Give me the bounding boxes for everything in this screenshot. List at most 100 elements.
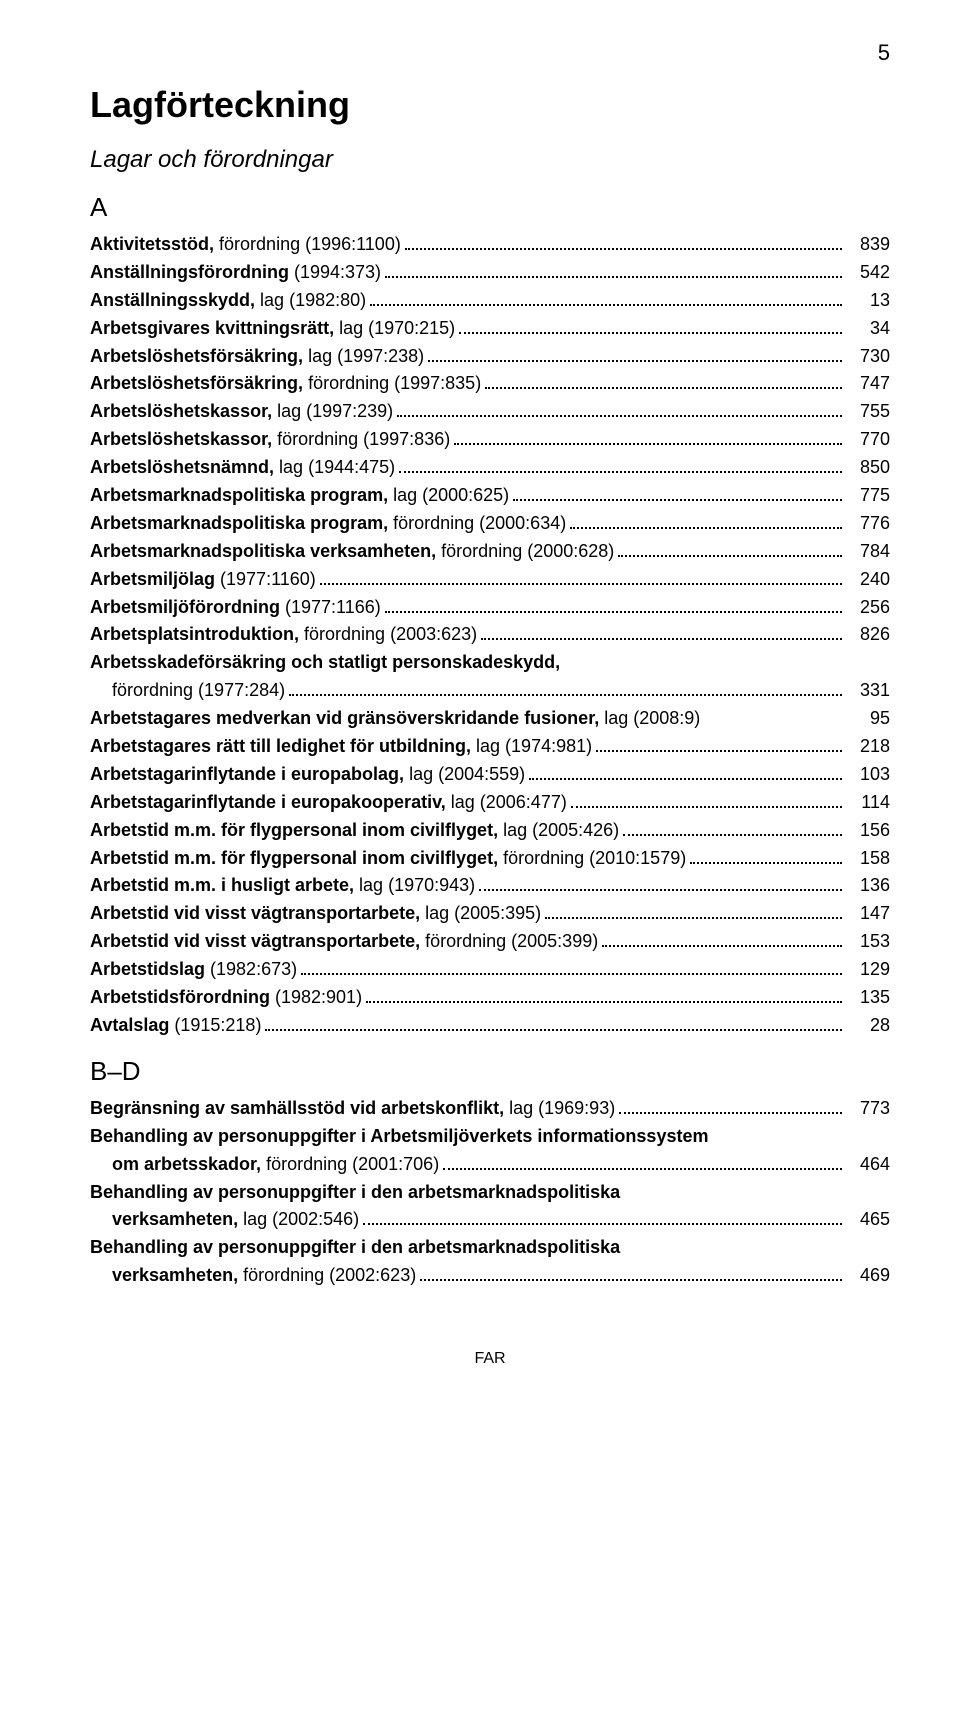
entry-page: 773 bbox=[846, 1095, 890, 1123]
entry-label: Arbetslöshetsnämnd, lag (1944:475) bbox=[90, 454, 395, 482]
entry-label: Arbetstagares medverkan vid gränsöverskr… bbox=[90, 705, 700, 733]
toc-entry: Arbetsmarknadspolitiska program, lag (20… bbox=[90, 482, 890, 510]
entry-page: 826 bbox=[846, 621, 890, 649]
leader-dots bbox=[428, 360, 842, 362]
entry-label: verksamheten, lag (2002:546) bbox=[112, 1206, 359, 1234]
entry-page: 465 bbox=[846, 1206, 890, 1234]
toc-entry: Behandling av personuppgifter i den arbe… bbox=[90, 1234, 890, 1262]
entry-page: 331 bbox=[846, 677, 890, 705]
entry-label: Begränsning av samhällsstöd vid arbetsko… bbox=[90, 1095, 615, 1123]
entry-page: 850 bbox=[846, 454, 890, 482]
entry-page: 28 bbox=[846, 1012, 890, 1040]
toc-entry: verksamheten, lag (2002:546) 465 bbox=[90, 1206, 890, 1234]
entry-label: Arbetsskadeförsäkring och statligt perso… bbox=[90, 649, 890, 677]
entry-label: Arbetsmarknadspolitiska verksamheten, fö… bbox=[90, 538, 614, 566]
entry-label: Arbetsgivares kvittningsrätt, lag (1970:… bbox=[90, 315, 455, 343]
toc-entry: Arbetstagares medverkan vid gränsöverskr… bbox=[90, 705, 890, 733]
page-number: 5 bbox=[90, 40, 890, 66]
entry-page: 542 bbox=[846, 259, 890, 287]
section-heading: A bbox=[90, 192, 890, 223]
toc-entry: Arbetsgivares kvittningsrätt, lag (1970:… bbox=[90, 315, 890, 343]
toc-entry: Arbetsmarknadspolitiska program, förordn… bbox=[90, 510, 890, 538]
leader-dots bbox=[619, 1112, 842, 1114]
toc-entry: Arbetsmiljölag (1977:1160)240 bbox=[90, 566, 890, 594]
entry-page: 95 bbox=[846, 705, 890, 733]
toc-entry: Behandling av personuppgifter i den arbe… bbox=[90, 1179, 890, 1207]
leader-dots bbox=[363, 1223, 842, 1225]
entry-label: om arbetsskador, förordning (2001:706) bbox=[112, 1151, 439, 1179]
entry-label: Arbetslöshetskassor, förordning (1997:83… bbox=[90, 426, 450, 454]
entry-page: 153 bbox=[846, 928, 890, 956]
leader-dots bbox=[481, 638, 842, 640]
toc-entry: Arbetslöshetskassor, förordning (1997:83… bbox=[90, 426, 890, 454]
entry-label: Arbetslöshetskassor, lag (1997:239) bbox=[90, 398, 393, 426]
toc-entry: Anställningsskydd, lag (1982:80)13 bbox=[90, 287, 890, 315]
leader-dots bbox=[399, 471, 842, 473]
leader-dots bbox=[320, 583, 842, 585]
footer-label: FAR bbox=[90, 1350, 890, 1368]
leader-dots bbox=[596, 750, 842, 752]
entry-label: Behandling av personuppgifter i den arbe… bbox=[90, 1234, 890, 1262]
toc-entry: Arbetslöshetsförsäkring, lag (1997:238)7… bbox=[90, 343, 890, 371]
toc-entry: Arbetstidslag (1982:673)129 bbox=[90, 956, 890, 984]
leader-dots bbox=[289, 694, 842, 696]
entry-page: 13 bbox=[846, 287, 890, 315]
toc-entry: Arbetslöshetsförsäkring, förordning (199… bbox=[90, 370, 890, 398]
entry-page: 34 bbox=[846, 315, 890, 343]
entry-label: Arbetstid m.m. för flygpersonal inom civ… bbox=[90, 845, 686, 873]
entry-label: Arbetstid vid visst vägtransportarbete, … bbox=[90, 928, 598, 956]
toc-entry: verksamheten, förordning (2002:623) 469 bbox=[90, 1262, 890, 1290]
entry-label: Arbetslöshetsförsäkring, lag (1997:238) bbox=[90, 343, 424, 371]
toc-entry: Arbetstagares rätt till ledighet för utb… bbox=[90, 733, 890, 761]
leader-dots bbox=[397, 415, 842, 417]
entry-label: förordning (1977:284) bbox=[112, 677, 285, 705]
leader-dots bbox=[529, 778, 842, 780]
entry-page: 135 bbox=[846, 984, 890, 1012]
entry-label: Arbetstid m.m. för flygpersonal inom civ… bbox=[90, 817, 619, 845]
entry-page: 469 bbox=[846, 1262, 890, 1290]
leader-dots bbox=[370, 304, 842, 306]
entry-page: 770 bbox=[846, 426, 890, 454]
entry-label: Arbetsmiljölag (1977:1160) bbox=[90, 566, 316, 594]
leader-dots bbox=[405, 248, 842, 250]
entry-label: Arbetsmarknadspolitiska program, förordn… bbox=[90, 510, 566, 538]
entry-page: 136 bbox=[846, 872, 890, 900]
toc-entry: Avtalslag (1915:218)28 bbox=[90, 1012, 890, 1040]
toc-entry: Behandling av personuppgifter i Arbetsmi… bbox=[90, 1123, 890, 1151]
leader-dots bbox=[454, 443, 842, 445]
toc-entry: Arbetstid vid visst vägtransportarbete, … bbox=[90, 928, 890, 956]
leader-dots bbox=[513, 499, 842, 501]
entry-label: Arbetslöshetsförsäkring, förordning (199… bbox=[90, 370, 481, 398]
leader-dots bbox=[443, 1168, 842, 1170]
entry-label: Anställningsförordning (1994:373) bbox=[90, 259, 381, 287]
entry-label: Arbetstid vid visst vägtransportarbete, … bbox=[90, 900, 541, 928]
entry-label: Arbetsmiljöförordning (1977:1166) bbox=[90, 594, 381, 622]
entry-page: 747 bbox=[846, 370, 890, 398]
entry-label: Arbetsmarknadspolitiska program, lag (20… bbox=[90, 482, 509, 510]
toc-entry: Arbetstidsförordning (1982:901)135 bbox=[90, 984, 890, 1012]
toc-entry: förordning (1977:284) 331 bbox=[90, 677, 890, 705]
leader-dots bbox=[385, 276, 842, 278]
entry-page: 114 bbox=[846, 789, 890, 817]
toc-entry: Arbetstid m.m. för flygpersonal inom civ… bbox=[90, 817, 890, 845]
entry-page: 256 bbox=[846, 594, 890, 622]
leader-dots bbox=[265, 1029, 842, 1031]
leader-dots bbox=[690, 862, 842, 864]
toc-entry: Arbetstagarinflytande i europakooperativ… bbox=[90, 789, 890, 817]
entry-page: 158 bbox=[846, 845, 890, 873]
entry-page: 129 bbox=[846, 956, 890, 984]
entry-page: 839 bbox=[846, 231, 890, 259]
leader-dots bbox=[385, 611, 842, 613]
section-heading: B–D bbox=[90, 1056, 890, 1087]
leader-dots bbox=[366, 1001, 842, 1003]
leader-dots bbox=[459, 332, 842, 334]
entry-page: 218 bbox=[846, 733, 890, 761]
page-subtitle: Lagar och förordningar bbox=[90, 146, 890, 174]
entry-page: 156 bbox=[846, 817, 890, 845]
toc-entry: Arbetstid m.m. för flygpersonal inom civ… bbox=[90, 845, 890, 873]
entry-label: verksamheten, förordning (2002:623) bbox=[112, 1262, 416, 1290]
toc-entry: Arbetslöshetsnämnd, lag (1944:475) 850 bbox=[90, 454, 890, 482]
leader-dots bbox=[479, 889, 842, 891]
entry-page: 776 bbox=[846, 510, 890, 538]
entry-label: Aktivitetsstöd, förordning (1996:1100) bbox=[90, 231, 401, 259]
